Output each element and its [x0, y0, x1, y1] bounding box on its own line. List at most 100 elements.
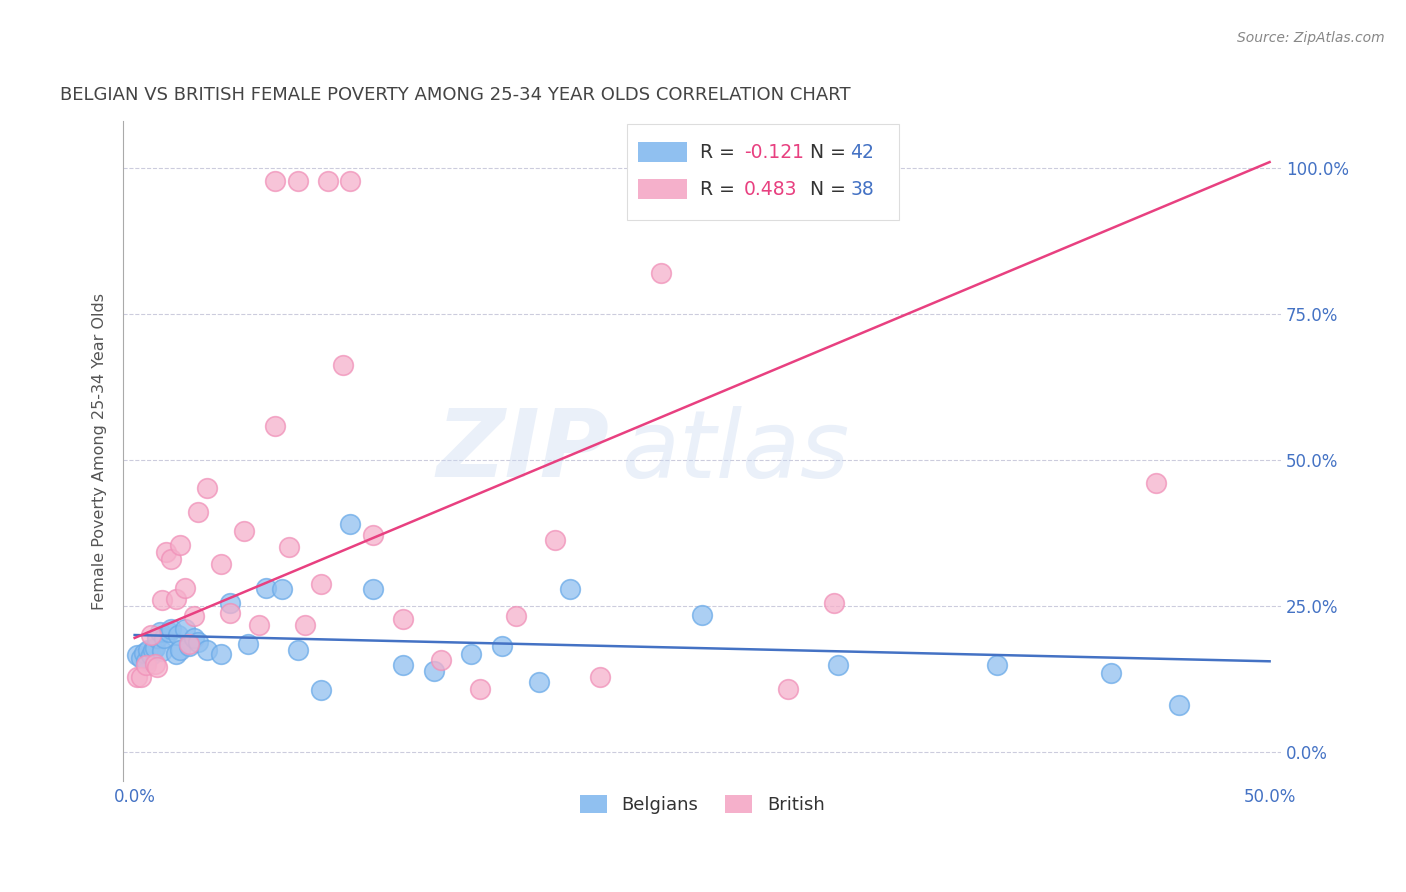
Point — [391, 612, 413, 626]
Point — [219, 596, 242, 610]
Point — [219, 606, 242, 620]
Point — [271, 582, 294, 597]
Point — [150, 644, 173, 658]
Text: BELGIAN VS BRITISH FEMALE POVERTY AMONG 25-34 YEAR OLDS CORRELATION CHART: BELGIAN VS BRITISH FEMALE POVERTY AMONG … — [59, 87, 851, 104]
Point — [249, 617, 271, 632]
Point — [131, 670, 153, 684]
Point — [778, 681, 800, 696]
Point — [179, 639, 201, 653]
Point — [264, 419, 287, 434]
Text: N =: N = — [810, 143, 852, 161]
Point — [183, 631, 205, 645]
Point — [165, 591, 187, 606]
Text: 38: 38 — [851, 179, 875, 199]
Text: Source: ZipAtlas.com: Source: ZipAtlas.com — [1237, 31, 1385, 45]
Point — [135, 658, 157, 673]
Text: -0.121: -0.121 — [744, 143, 804, 161]
Point — [179, 637, 201, 651]
Point — [131, 651, 153, 665]
Legend: Belgians, British: Belgians, British — [572, 788, 832, 822]
Point — [142, 642, 165, 657]
Point — [287, 174, 309, 188]
Point — [146, 660, 169, 674]
Point — [650, 266, 672, 280]
Point — [232, 524, 254, 538]
Point — [560, 582, 582, 597]
Point — [169, 642, 191, 657]
Point — [143, 640, 166, 655]
Point — [430, 652, 453, 666]
FancyBboxPatch shape — [638, 143, 688, 162]
Point — [264, 174, 287, 188]
Point — [589, 670, 612, 684]
Text: N =: N = — [810, 179, 852, 199]
Point — [209, 647, 232, 661]
Point — [173, 582, 195, 596]
Point — [527, 674, 550, 689]
Point — [332, 358, 354, 372]
Point — [139, 628, 162, 642]
Point — [1167, 698, 1189, 712]
Point — [136, 642, 159, 657]
Point — [187, 505, 209, 519]
Point — [287, 642, 309, 657]
Point — [160, 622, 183, 636]
Point — [339, 174, 361, 188]
Point — [986, 658, 1008, 673]
Point — [278, 541, 301, 555]
Text: 0.483: 0.483 — [744, 179, 797, 199]
Point — [236, 637, 259, 651]
Point — [157, 625, 180, 640]
Y-axis label: Female Poverty Among 25-34 Year Olds: Female Poverty Among 25-34 Year Olds — [93, 293, 107, 609]
Point — [361, 527, 384, 541]
Point — [139, 648, 162, 663]
Text: atlas: atlas — [621, 406, 849, 497]
Text: 42: 42 — [851, 143, 875, 161]
Point — [254, 582, 277, 596]
Point — [155, 545, 177, 559]
Point — [183, 609, 205, 624]
Point — [1099, 665, 1122, 680]
Point — [125, 648, 148, 663]
Point — [543, 533, 565, 548]
Point — [460, 647, 482, 661]
Point — [294, 617, 316, 632]
Point — [361, 582, 384, 597]
Point — [146, 631, 169, 645]
FancyBboxPatch shape — [627, 125, 898, 220]
Point — [153, 631, 176, 645]
Point — [309, 683, 332, 698]
Point — [160, 552, 183, 566]
Point — [339, 517, 361, 532]
Point — [166, 628, 188, 642]
FancyBboxPatch shape — [638, 179, 688, 199]
Point — [209, 557, 232, 571]
Point — [823, 596, 845, 610]
Point — [150, 593, 173, 607]
Point — [690, 607, 713, 622]
Point — [135, 654, 157, 668]
Point — [195, 481, 218, 495]
Point — [505, 609, 527, 624]
Point — [827, 658, 849, 673]
Point — [169, 537, 191, 551]
Point — [143, 657, 166, 672]
Text: R =: R = — [700, 143, 741, 161]
Point — [309, 576, 332, 591]
Point — [491, 639, 513, 653]
Point — [468, 681, 491, 696]
Text: ZIP: ZIP — [437, 405, 610, 497]
Point — [316, 174, 339, 188]
Point — [165, 647, 187, 661]
Point — [187, 635, 209, 649]
Point — [195, 642, 218, 657]
Point — [423, 664, 446, 678]
Point — [778, 174, 800, 188]
Point — [149, 625, 172, 640]
Text: R =: R = — [700, 179, 741, 199]
Point — [391, 658, 413, 673]
Point — [173, 622, 195, 636]
Point — [1144, 476, 1167, 491]
Point — [125, 670, 148, 684]
Point — [132, 646, 155, 660]
